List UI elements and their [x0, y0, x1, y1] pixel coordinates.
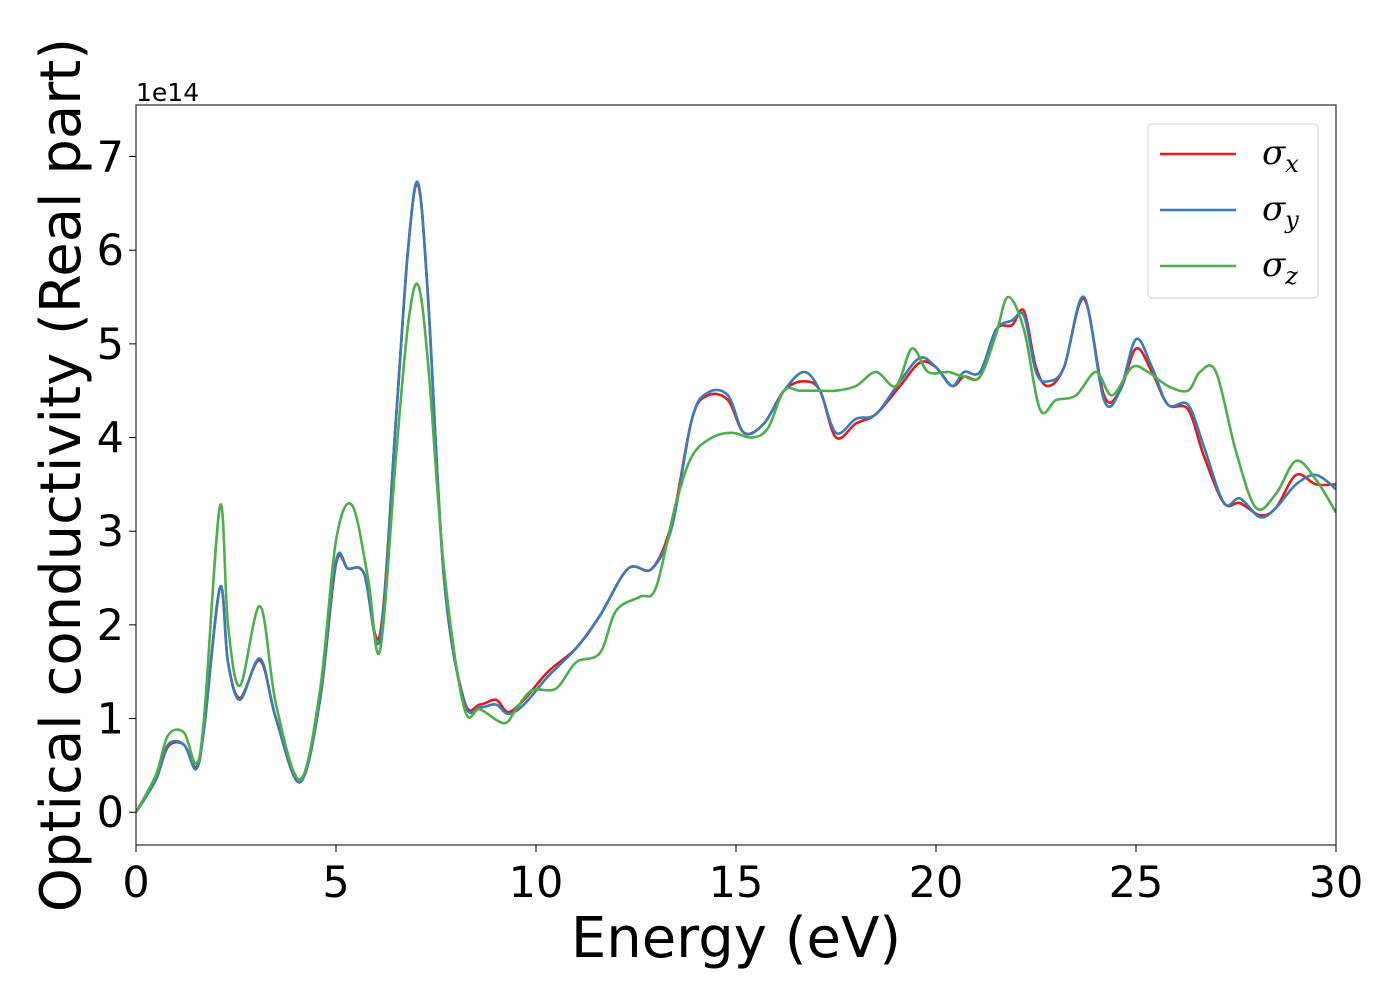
x-tick-label: 20 — [909, 858, 964, 908]
y-tick-label: 6 — [97, 226, 124, 276]
x-tick-label: 0 — [122, 858, 149, 908]
legend: σx σy σz — [1147, 123, 1319, 299]
y-tick-label: 1 — [97, 695, 124, 745]
tick-layer: 0 5 10 15 20 25 30 0 1 2 3 4 5 6 7 — [97, 133, 1364, 908]
y-axis-title: Optical conductivity (Real part) — [29, 38, 94, 912]
y-tick-label: 7 — [97, 133, 124, 183]
series-line-z — [136, 282, 1336, 813]
legend-label-y: σy — [1262, 189, 1299, 234]
x-tick-label: 25 — [1109, 858, 1164, 908]
y-offset-label: 1e14 — [136, 78, 199, 107]
y-tick-label: 4 — [97, 414, 124, 464]
y-tick-label: 5 — [97, 320, 124, 370]
y-tick-label: 0 — [97, 788, 124, 838]
legend-label-z: σz — [1262, 245, 1298, 290]
x-tick-label: 30 — [1309, 858, 1364, 908]
series-layer — [136, 180, 1336, 813]
x-tick-label: 15 — [709, 858, 764, 908]
x-tick-label: 10 — [509, 858, 564, 908]
legend-label-x: σx — [1262, 133, 1299, 178]
y-tick-label: 2 — [97, 601, 124, 651]
y-tick-label: 3 — [97, 507, 124, 557]
x-axis-title: Energy (eV) — [571, 906, 901, 971]
x-tick-label: 5 — [322, 858, 349, 908]
